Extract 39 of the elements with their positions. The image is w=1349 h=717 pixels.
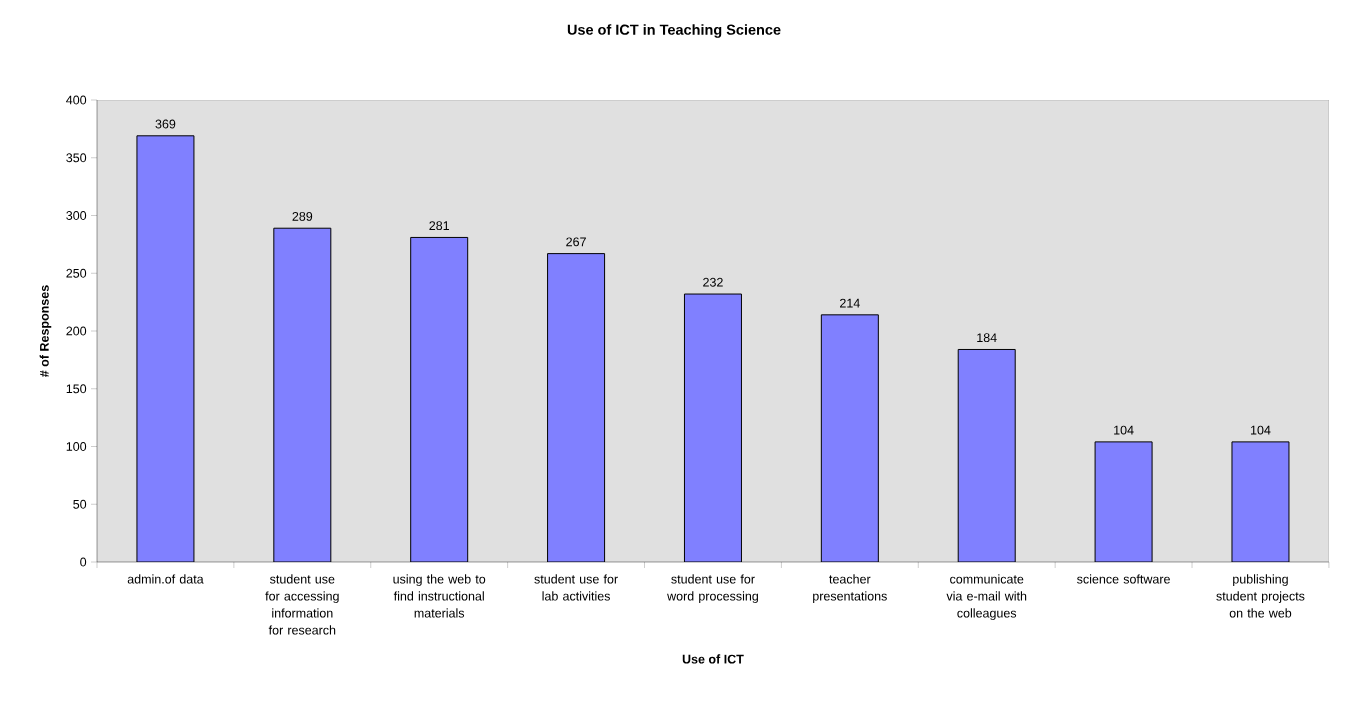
x-tick-label: admin.of data	[127, 574, 204, 584]
x-tick-label: student use for accessing information for research	[265, 574, 339, 635]
y-tick-label: 100	[66, 442, 87, 451]
bar	[683, 293, 742, 562]
data-label: 369	[155, 119, 176, 129]
x-tick-label: science software	[1077, 574, 1170, 584]
bar	[273, 227, 332, 562]
y-tick-label: 50	[73, 499, 87, 509]
y-tick-label: 0	[80, 557, 87, 567]
bar	[136, 135, 195, 562]
x-axis-title: Use of ICT	[682, 654, 744, 664]
data-label: 184	[977, 333, 997, 343]
x-tick-label: publishing student projects on the web	[1216, 574, 1305, 618]
x-tick-label: using the web to find instructional materials	[393, 574, 486, 618]
bar	[957, 348, 1016, 562]
data-label: 267	[566, 237, 586, 247]
y-tick-label: 300	[66, 211, 87, 220]
y-tick-label: 150	[66, 384, 87, 394]
data-label: 104	[1250, 425, 1271, 435]
y-tick-label: 250	[66, 268, 87, 278]
y-axis-title: # of Responses	[39, 285, 52, 377]
x-tick-label: communicate via e-mail with colleagues	[946, 574, 1027, 621]
y-tick-label: 350	[66, 153, 87, 163]
data-label: 281	[429, 221, 450, 231]
data-label: 289	[292, 211, 313, 221]
x-tick-label: student use for lab activities	[534, 574, 618, 601]
x-tick-label: teacher presentations	[813, 574, 887, 604]
chart-title: Use of ICT in Teaching Science	[567, 24, 781, 38]
x-tick-label: student use for word processing	[667, 574, 758, 604]
data-label: 104	[1114, 425, 1134, 435]
bar	[547, 253, 606, 562]
bar	[1094, 441, 1153, 562]
y-tick-label: 400	[66, 95, 87, 105]
data-label: 214	[840, 298, 860, 308]
y-tick-label: 200	[66, 326, 87, 336]
bar	[410, 236, 469, 562]
bar	[820, 314, 879, 562]
data-label: 232	[703, 277, 723, 287]
bar	[1231, 441, 1290, 562]
